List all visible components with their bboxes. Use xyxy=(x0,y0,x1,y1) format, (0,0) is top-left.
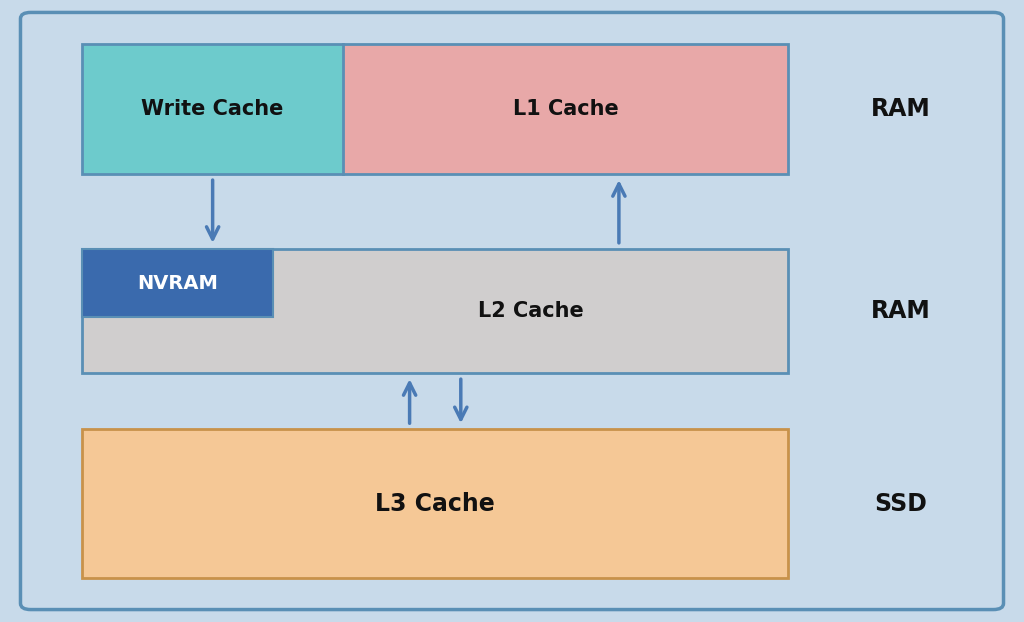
FancyBboxPatch shape xyxy=(82,249,272,317)
Text: RAM: RAM xyxy=(871,97,931,121)
Text: NVRAM: NVRAM xyxy=(137,274,218,292)
Text: Write Cache: Write Cache xyxy=(141,99,284,119)
Text: L2 Cache: L2 Cache xyxy=(478,301,584,321)
Text: SSD: SSD xyxy=(874,492,928,516)
FancyBboxPatch shape xyxy=(20,12,1004,610)
Text: RAM: RAM xyxy=(871,299,931,323)
FancyBboxPatch shape xyxy=(82,44,343,174)
FancyBboxPatch shape xyxy=(82,249,788,373)
Text: L3 Cache: L3 Cache xyxy=(376,492,495,516)
Text: L1 Cache: L1 Cache xyxy=(513,99,618,119)
FancyBboxPatch shape xyxy=(343,44,788,174)
FancyBboxPatch shape xyxy=(82,429,788,578)
